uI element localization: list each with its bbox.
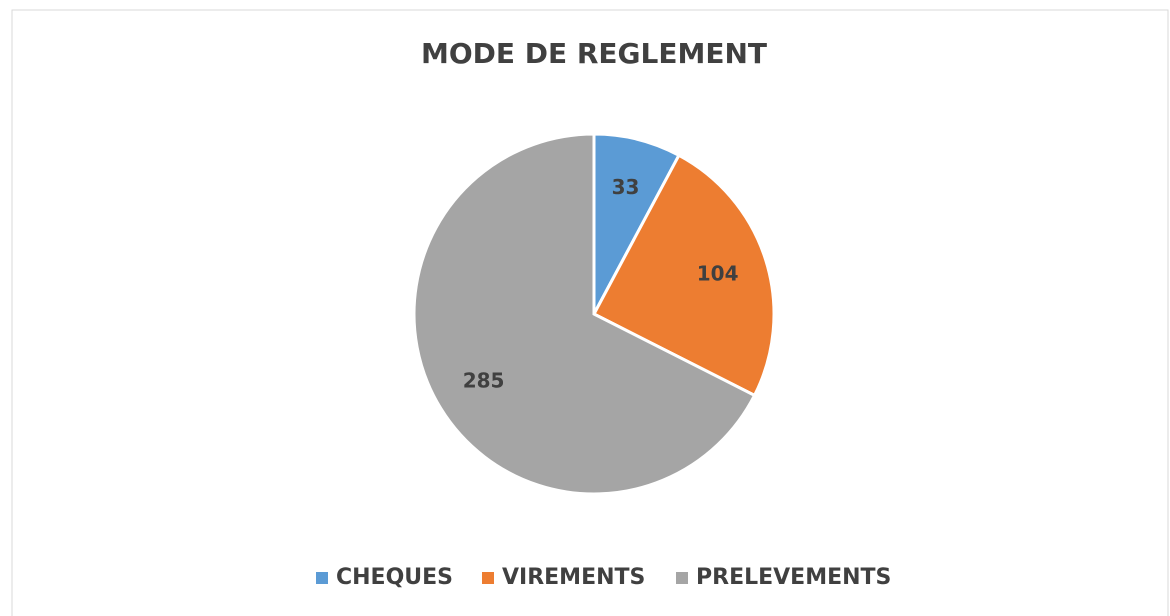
chart-title: MODE DE REGLEMENT xyxy=(421,37,767,70)
data-label: 104 xyxy=(697,262,739,286)
data-label: 33 xyxy=(612,175,640,199)
legend-swatch xyxy=(676,572,688,584)
legend-label: VIREMENTS xyxy=(502,565,645,590)
legend-swatch xyxy=(316,572,328,584)
legend-label: CHEQUES xyxy=(336,565,453,590)
data-label: 285 xyxy=(463,368,505,392)
pie-slice xyxy=(412,132,757,496)
legend-label: PRELEVEMENTS xyxy=(696,565,891,590)
legend-swatch xyxy=(482,572,494,584)
